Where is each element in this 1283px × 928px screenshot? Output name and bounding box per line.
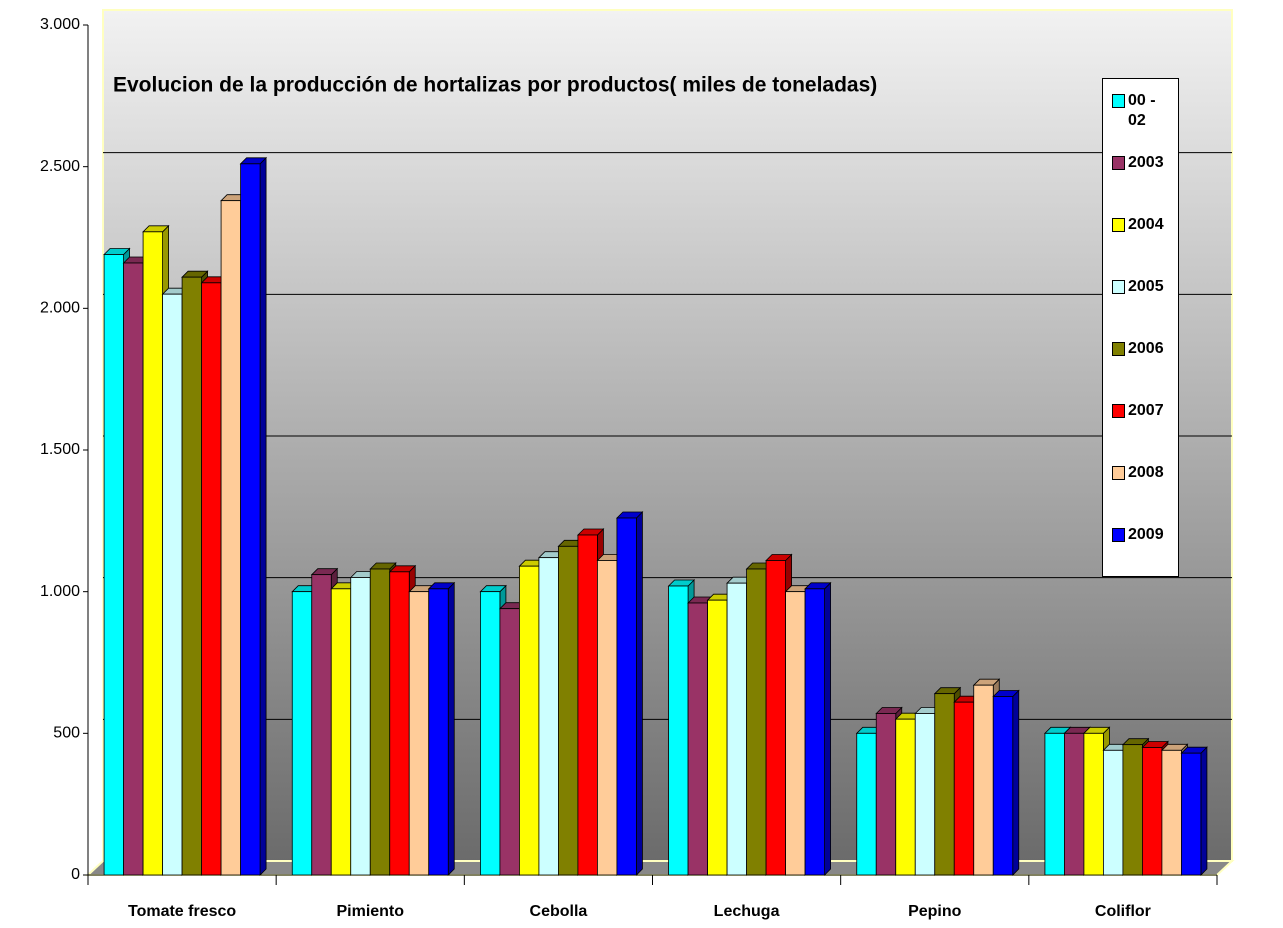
bar — [240, 163, 261, 876]
x-tick-label: Tomate fresco — [128, 903, 236, 920]
bar — [1044, 732, 1065, 876]
y-tick-label: 1.000 — [40, 583, 80, 600]
legend-swatch — [1112, 156, 1125, 170]
legend-label: 2008 — [1128, 464, 1164, 481]
bar — [480, 591, 501, 876]
legend-label: 2006 — [1128, 340, 1164, 357]
legend-label: 00 - 02 — [1128, 92, 1156, 129]
bar — [558, 545, 579, 876]
bar — [875, 713, 897, 876]
bar — [1181, 752, 1202, 876]
bar — [765, 560, 786, 876]
bar — [856, 732, 877, 876]
legend-label: 2009 — [1128, 526, 1164, 543]
bar — [1142, 747, 1163, 876]
y-tick-label: 2.000 — [40, 300, 80, 317]
bar — [499, 608, 520, 876]
bar — [330, 588, 352, 876]
legend-swatch — [1112, 280, 1125, 294]
bar — [103, 254, 124, 876]
bar — [1122, 744, 1143, 876]
legend-swatch — [1112, 528, 1125, 542]
bar — [953, 701, 975, 876]
bar — [123, 262, 144, 876]
x-tick-label: Pepino — [908, 903, 962, 920]
legend-label: 2007 — [1128, 402, 1164, 419]
bar — [973, 684, 994, 876]
bar — [934, 693, 955, 876]
bar — [1083, 732, 1104, 876]
x-tick-label: Cebolla — [530, 903, 588, 920]
legend-label: 2003 — [1128, 154, 1164, 171]
bar — [1064, 732, 1085, 876]
bar-side — [1200, 746, 1208, 876]
bar — [804, 588, 825, 876]
bar-side — [447, 581, 455, 876]
bar — [291, 591, 313, 876]
bar — [162, 293, 183, 876]
legend-entry: 2009 — [1112, 525, 1172, 545]
legend-label: 2004 — [1128, 216, 1164, 233]
bar-side — [259, 156, 267, 876]
bar — [668, 585, 689, 876]
bar — [408, 591, 430, 876]
bar — [895, 718, 916, 876]
x-tick-label: Lechuga — [714, 903, 780, 920]
x-tick-label: Coliflor — [1095, 903, 1151, 920]
legend-entry: 2007 — [1112, 401, 1172, 421]
bar — [992, 696, 1014, 876]
bar — [597, 560, 618, 876]
bar — [181, 276, 202, 876]
y-tick-label: 3.000 — [40, 16, 80, 33]
bar — [311, 574, 332, 876]
legend-entry: 2005 — [1112, 277, 1172, 297]
bar-side — [824, 581, 831, 876]
bar — [914, 713, 936, 876]
bar — [1161, 749, 1182, 876]
bar — [746, 568, 767, 876]
bar — [577, 534, 598, 876]
bar — [350, 577, 371, 876]
legend-entry: 2003 — [1112, 153, 1172, 173]
bar — [616, 517, 637, 876]
legend-swatch — [1112, 342, 1125, 356]
y-tick-label: 1.500 — [40, 441, 80, 458]
legend-swatch — [1112, 404, 1125, 418]
bar — [389, 571, 410, 876]
bar-side — [636, 511, 643, 876]
chart-title: Evolucion de la producción de hortalizas… — [113, 74, 877, 97]
legend-entry: 00 - 02 — [1112, 91, 1172, 131]
bar — [707, 599, 728, 876]
bar — [519, 565, 540, 876]
legend-swatch — [1112, 218, 1125, 232]
bar-side — [1012, 689, 1020, 876]
y-tick-label: 500 — [53, 725, 80, 742]
bar — [142, 231, 163, 876]
legend-entry: 2004 — [1112, 215, 1172, 235]
bar — [538, 557, 559, 876]
bar — [785, 591, 806, 876]
legend-swatch — [1112, 94, 1125, 108]
x-tick-label: Pimiento — [336, 903, 404, 920]
y-tick-label: 0 — [71, 866, 80, 883]
legend-swatch — [1112, 466, 1125, 480]
bar — [369, 568, 391, 876]
bar — [687, 602, 708, 876]
legend-entry: 2008 — [1112, 463, 1172, 483]
y-tick-label: 2.500 — [40, 158, 80, 175]
legend-entry: 2006 — [1112, 339, 1172, 359]
bar — [1103, 749, 1124, 876]
legend: 00 - 02 2003 2004 2005 2006 2007 2008 2009 — [1102, 78, 1179, 577]
bar — [428, 588, 449, 876]
bar — [201, 282, 222, 876]
bar — [220, 200, 241, 876]
legend-label: 2005 — [1128, 278, 1164, 295]
bar — [726, 582, 747, 876]
